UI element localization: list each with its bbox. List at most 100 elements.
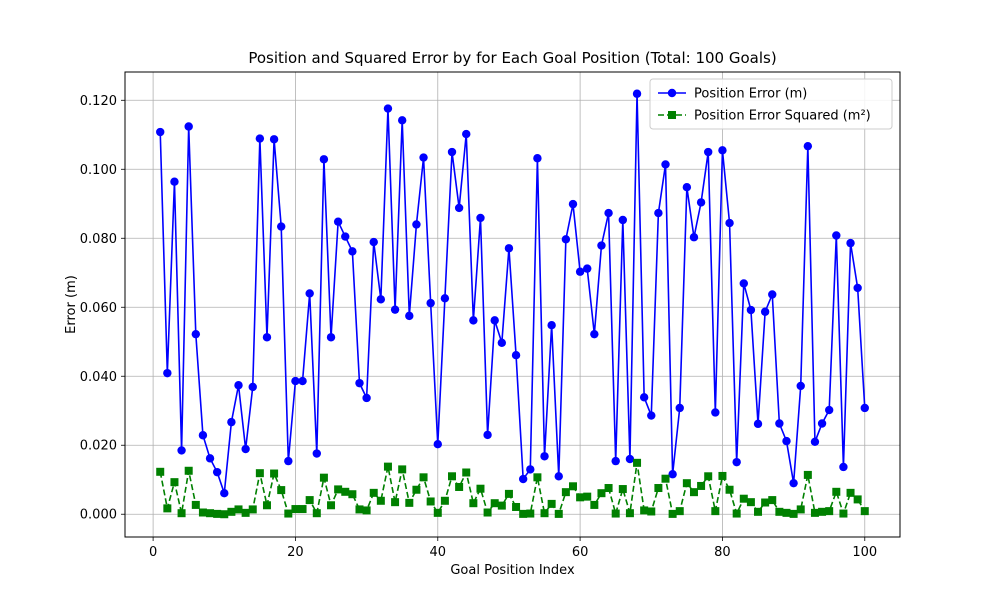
data-point [846, 488, 855, 497]
data-point [832, 487, 841, 496]
data-point [448, 472, 457, 481]
data-point [597, 489, 606, 498]
data-point [512, 502, 521, 511]
data-point [234, 505, 243, 514]
x-tick-label: 60 [572, 545, 589, 560]
data-point [824, 405, 834, 415]
data-point [284, 456, 293, 466]
data-point [376, 496, 385, 505]
data-point [725, 218, 734, 228]
data-point [533, 154, 542, 163]
data-point [753, 419, 763, 429]
data-point [547, 320, 556, 330]
data-point [156, 467, 165, 476]
data-point [618, 215, 628, 225]
y-tick-label: 0.080 [80, 232, 117, 247]
data-point [433, 440, 442, 449]
data-point [376, 295, 386, 304]
data-point [768, 496, 777, 505]
data-point [277, 486, 286, 495]
data-point [597, 241, 606, 250]
y-tick-label: 0.020 [80, 439, 117, 454]
data-point [355, 505, 364, 514]
data-point [576, 493, 585, 502]
data-point [696, 198, 706, 207]
data-point [383, 104, 393, 113]
data-point [419, 473, 428, 482]
data-point [568, 199, 578, 209]
data-point [433, 508, 442, 517]
data-point [213, 509, 222, 518]
data-point [447, 147, 457, 157]
data-point [768, 290, 777, 299]
data-point [170, 177, 179, 186]
data-point [511, 351, 521, 360]
data-point [583, 264, 592, 273]
data-point [170, 478, 179, 487]
data-point [810, 437, 820, 446]
legend-marker [668, 111, 676, 119]
data-point [440, 496, 449, 505]
data-point [640, 506, 649, 515]
data-point [248, 505, 257, 514]
data-point [611, 509, 620, 518]
data-point [519, 509, 528, 518]
legend-label: Position Error (m) [694, 87, 807, 102]
plot-frame [124, 71, 901, 538]
data-point [639, 393, 649, 402]
data-point [206, 509, 215, 518]
data-point [846, 238, 855, 248]
data-point [397, 116, 407, 125]
data-point [590, 329, 599, 339]
data-point [476, 484, 485, 493]
data-point [817, 419, 827, 428]
data-point [405, 311, 414, 321]
data-point [156, 127, 165, 137]
data-point [746, 305, 756, 315]
data-point [839, 509, 848, 518]
x-axis-label: Goal Position Index [450, 563, 575, 578]
data-point [697, 481, 706, 490]
data-point [177, 446, 186, 455]
data-point [312, 449, 321, 458]
data-point [184, 466, 193, 475]
data-point [689, 233, 699, 242]
data-point [725, 485, 734, 494]
data-point [775, 507, 784, 516]
data-point [305, 496, 314, 505]
data-point [191, 329, 201, 339]
data-point [391, 498, 400, 507]
data-point [761, 498, 770, 507]
series-line [159, 93, 866, 494]
data-point [348, 490, 357, 499]
data-point [462, 129, 471, 139]
x-tick-label: 0 [149, 545, 157, 560]
data-point [633, 458, 642, 467]
data-point [212, 467, 222, 477]
data-point [632, 89, 642, 98]
data-point [469, 499, 478, 508]
data-point [810, 508, 819, 517]
data-point [611, 456, 620, 466]
y-tick-label: 0.000 [80, 508, 117, 523]
data-point [497, 338, 507, 347]
data-point [583, 492, 592, 501]
legend-item-2: Position Error Squared (m²) [658, 109, 871, 124]
data-point [426, 298, 435, 308]
data-point [426, 497, 435, 506]
data-point [682, 479, 691, 488]
data-point [398, 465, 407, 474]
data-point [853, 283, 862, 293]
data-point [483, 508, 492, 517]
data-point [554, 509, 563, 518]
data-point [455, 482, 464, 491]
y-tick-label: 0.120 [80, 94, 117, 109]
chart-title: Position and Squared Error by for Each G… [248, 49, 776, 67]
data-point [853, 495, 862, 504]
data-point [440, 294, 450, 303]
data-point [198, 431, 208, 440]
data-point [711, 408, 720, 417]
data-point [319, 155, 329, 164]
data-point [220, 510, 229, 519]
data-point [860, 403, 869, 413]
